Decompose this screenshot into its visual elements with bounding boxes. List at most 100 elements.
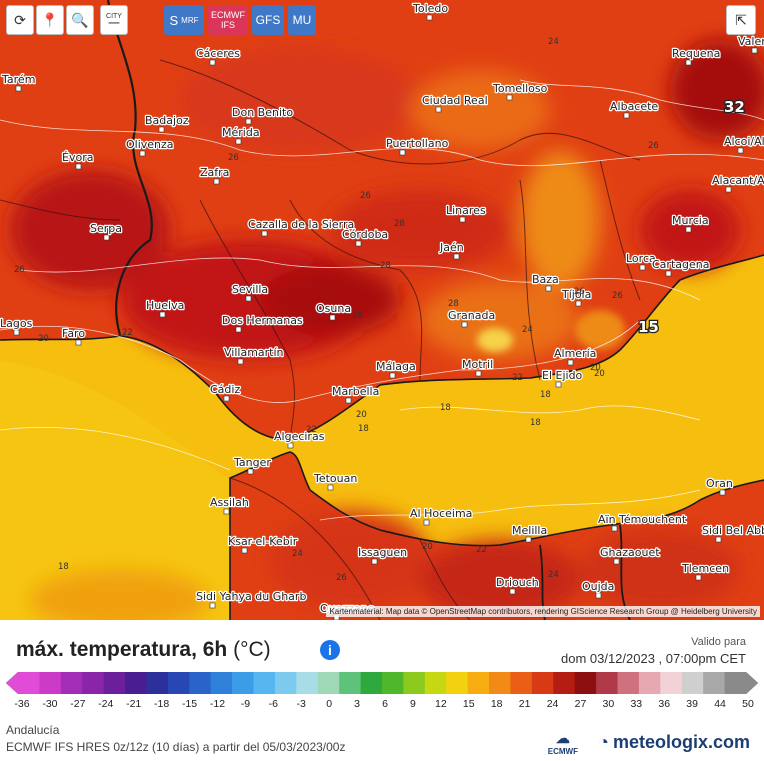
scale-swatch <box>681 672 704 694</box>
city-marker: Baza <box>531 272 560 292</box>
city-dot <box>639 264 646 271</box>
city-dot <box>15 85 22 92</box>
city-marker: Évora <box>61 150 95 170</box>
city-marker: Sevilla <box>231 282 269 302</box>
city-label: Ciudad Real <box>422 94 488 107</box>
city-label: Mérida <box>222 126 260 139</box>
city-dot <box>555 381 562 388</box>
city-marker: Algeciras <box>273 429 326 449</box>
isotherm-label: 24 <box>548 37 559 47</box>
city-marker: Tlemcen <box>680 561 730 581</box>
scale-tick-label: 27 <box>574 698 587 710</box>
scale-tick-label: -18 <box>154 698 170 710</box>
scale-tick-label: 15 <box>462 698 475 710</box>
city-marker: Requena <box>671 46 722 66</box>
city-marker: Tetouan <box>312 471 359 491</box>
scale-swatch <box>510 672 533 694</box>
scale-tick-label: 36 <box>658 698 671 710</box>
city-dot <box>209 602 216 609</box>
scale-tick-label: 9 <box>410 698 416 710</box>
info-icon[interactable]: i <box>320 640 340 660</box>
map-canvas: Toledo Cáceres Requena Valencia Tomelloso Ciu… <box>0 0 764 620</box>
city-toggle-button[interactable]: CITY ━━━ <box>100 5 128 35</box>
city-dot <box>611 525 618 532</box>
isotherm-label: 22 <box>122 328 133 338</box>
city-dot <box>725 186 732 193</box>
scale-swatch <box>125 672 147 694</box>
city-label: Zafra <box>200 166 229 179</box>
city-marker: Albacete <box>609 99 660 119</box>
model-button-mrf[interactable]: S MRF <box>164 5 204 35</box>
model-button-ecmwf[interactable]: ECMWF IFS <box>208 5 248 35</box>
city-label: Don Benito <box>232 106 293 119</box>
city-label: Lagos <box>0 317 33 330</box>
zoom-button[interactable]: 🔍 <box>66 5 94 35</box>
scale-swatch <box>274 672 297 694</box>
city-label: Tlemcen <box>681 562 729 575</box>
scale-ticks: -36 -30 -27 -24 -21 -18 -15 -12 -9 -6 -3 0 3 6 9 12 15 18… <box>0 698 764 714</box>
city-marker: Osuna <box>315 301 352 321</box>
city-label: Cartagena <box>652 258 709 271</box>
city-label: Sevilla <box>232 283 268 296</box>
scale-swatch <box>253 672 276 694</box>
share-button[interactable]: ⇱ <box>726 5 756 35</box>
location-pin-icon: 📍 <box>41 11 59 28</box>
weather-map[interactable]: Toledo Cáceres Requena Valencia Tomelloso Ciu… <box>0 0 764 620</box>
refresh-button[interactable]: ⟳ <box>6 5 34 35</box>
city-label: Sidi Bel Abbès <box>702 524 764 537</box>
city-label: Melilla <box>512 524 547 537</box>
model-button-gfs[interactable]: GFS <box>252 5 284 35</box>
city-dot <box>235 326 242 333</box>
scale-swatch <box>210 672 233 694</box>
city-marker: Jaén <box>438 240 465 260</box>
brand-icon: ◔ <box>598 732 609 752</box>
city-marker: Oujda <box>581 579 616 599</box>
city-marker: Mérida <box>221 125 261 145</box>
scale-swatch <box>146 672 169 694</box>
model-button-mu[interactable]: MU <box>288 5 316 35</box>
valid-date: dom 03/12/2023 , 07:00pm CET <box>560 651 746 666</box>
city-label: Marbella <box>332 385 379 398</box>
city-dot <box>139 150 146 157</box>
share-icon: ⇱ <box>735 11 747 28</box>
city-dot <box>13 329 20 336</box>
isotherm-labels: 24 26 26 28 26 28 28 26 26 24 22 20 18 18 18 22 20 18 22 20… <box>14 37 659 583</box>
city-label: Faro <box>62 327 85 340</box>
city-marker: Tíjola <box>560 287 593 307</box>
city-marker: Alcoi/Alcoy <box>723 134 764 154</box>
city-dot <box>329 314 336 321</box>
scale-swatch <box>467 672 490 694</box>
isotherm-label: 28 <box>352 311 363 321</box>
city-label: Jaén <box>439 241 464 254</box>
city-marker: Toledo <box>411 1 450 21</box>
scale-tick-label: -27 <box>70 698 86 710</box>
city-dot <box>245 295 252 302</box>
scale-swatch <box>424 672 447 694</box>
city-marker: Tanger <box>232 455 273 475</box>
city-marker: Cádiz <box>209 382 242 402</box>
city-marker: Melilla <box>511 523 548 543</box>
city-marker: El Ejido <box>541 368 584 388</box>
locate-button[interactable]: 📍 <box>36 5 64 35</box>
city-dot <box>247 468 254 475</box>
scale-tick-label: 39 <box>686 698 698 710</box>
city-dot <box>695 574 702 581</box>
scale-swatch <box>382 672 404 694</box>
city-label: Cazalla de la Sierra <box>248 218 354 231</box>
city-label: Oujda <box>582 580 614 593</box>
brand-logo[interactable]: ◔ meteologix.com <box>598 732 750 753</box>
city-marker: Olivenza <box>125 137 175 157</box>
city-label: Osuna <box>316 302 351 315</box>
isotherm-label: 22 <box>476 545 487 555</box>
city-marker: Oran <box>705 476 734 496</box>
isotherm-label: 20 <box>590 363 601 373</box>
model-label: GFS <box>255 13 281 27</box>
city-label: Évora <box>62 151 93 164</box>
scale-tick-label: -3 <box>296 698 306 710</box>
city-dot <box>575 300 582 307</box>
isotherm-label: 26 <box>228 153 239 163</box>
city-dot <box>223 395 230 402</box>
refresh-icon: ⟳ <box>14 11 26 28</box>
scale-swatch <box>18 672 40 694</box>
scale-swatch <box>360 672 383 694</box>
